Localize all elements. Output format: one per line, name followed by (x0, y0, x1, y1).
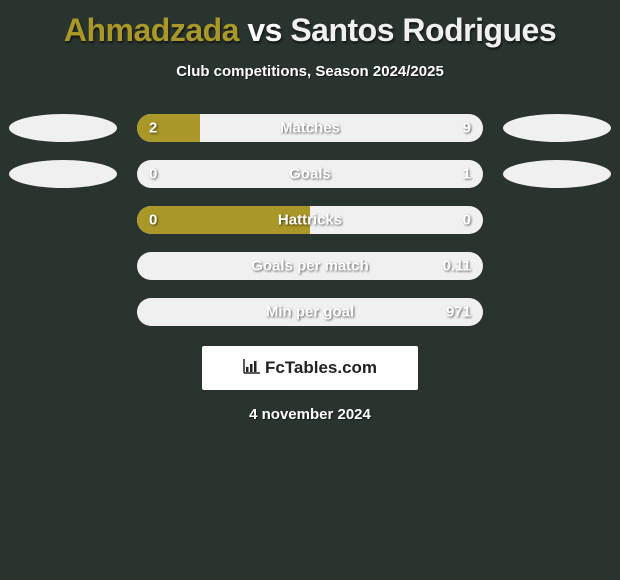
stat-row: Min per goal 971 (0, 298, 620, 326)
oval-left (9, 160, 117, 188)
bar-label: Hattricks (278, 212, 342, 229)
stat-bar: 2 Matches 9 (137, 114, 483, 142)
bar-label: Goals per match (251, 258, 369, 275)
page-title: Ahmadzada vs Santos Rodrigues (0, 0, 620, 49)
bar-fill-left (137, 114, 200, 142)
stat-row: 0 Goals 1 (0, 160, 620, 188)
bar-value-left: 0 (149, 166, 157, 183)
oval-spacer (503, 252, 611, 280)
vs-text: vs (239, 12, 290, 48)
oval-spacer (9, 298, 117, 326)
bar-label: Min per goal (266, 304, 354, 321)
logo: FcTables.com (243, 358, 377, 379)
oval-spacer (503, 206, 611, 234)
bar-label: Goals (289, 166, 331, 183)
bar-value-right: 0 (463, 212, 471, 229)
bar-value-left: 2 (149, 120, 157, 137)
date-line: 4 november 2024 (0, 406, 620, 423)
stat-bar: 0 Hattricks 0 (137, 206, 483, 234)
oval-left (9, 114, 117, 142)
bar-value-right: 1 (463, 166, 471, 183)
oval-spacer (9, 252, 117, 280)
stat-row: 0 Hattricks 0 (0, 206, 620, 234)
subtitle: Club competitions, Season 2024/2025 (0, 63, 620, 80)
chart-icon (243, 358, 261, 379)
bar-value-right: 9 (463, 120, 471, 137)
player1-name: Ahmadzada (64, 12, 239, 48)
bar-label: Matches (280, 120, 340, 137)
logo-text: FcTables.com (265, 358, 377, 378)
logo-box: FcTables.com (202, 346, 418, 390)
player2-name: Santos Rodrigues (290, 12, 556, 48)
stat-bar: Goals per match 0.11 (137, 252, 483, 280)
oval-spacer (503, 298, 611, 326)
bar-value-right: 971 (446, 304, 471, 321)
stats-area: 2 Matches 9 0 Goals 1 0 Hattricks 0 Goals per mat… (0, 114, 620, 326)
oval-right (503, 160, 611, 188)
stat-bar: Min per goal 971 (137, 298, 483, 326)
stat-bar: 0 Goals 1 (137, 160, 483, 188)
bar-value-right: 0.11 (443, 258, 471, 275)
stat-row: Goals per match 0.11 (0, 252, 620, 280)
oval-right (503, 114, 611, 142)
oval-spacer (9, 206, 117, 234)
bar-value-left: 0 (149, 212, 157, 229)
stat-row: 2 Matches 9 (0, 114, 620, 142)
